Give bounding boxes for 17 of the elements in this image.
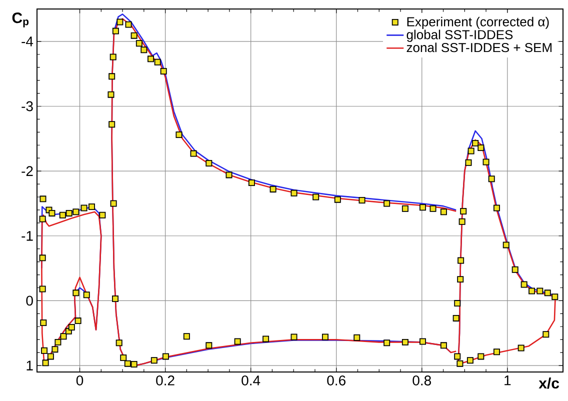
x-tick-label: 0.6 — [327, 376, 346, 386]
x-tick-label: 0 — [76, 376, 84, 386]
text: C$_{p}$ — [12, 12, 29, 28]
legend-label: Experiment (corrected α) — [407, 16, 549, 29]
y-tick-label: -1 — [22, 231, 33, 241]
x-axis-title: x/c — [538, 378, 560, 389]
y-tick-label: -4 — [22, 36, 34, 46]
y-tick-label: 1 — [26, 360, 33, 370]
legend-label: zonal SST-IDDES + SEM — [406, 42, 552, 52]
x-tick-label: 0.8 — [412, 376, 431, 386]
x-tick-label: 1 — [504, 376, 511, 386]
legend-label: global SST-IDDES — [406, 30, 513, 42]
y-tick-label: -3 — [22, 101, 33, 112]
x-tick-label: 0.4 — [242, 376, 260, 386]
y-tick-label: -2 — [22, 166, 33, 176]
x-tick-label: 0.2 — [156, 376, 174, 386]
y-tick-label: 0 — [26, 296, 33, 306]
